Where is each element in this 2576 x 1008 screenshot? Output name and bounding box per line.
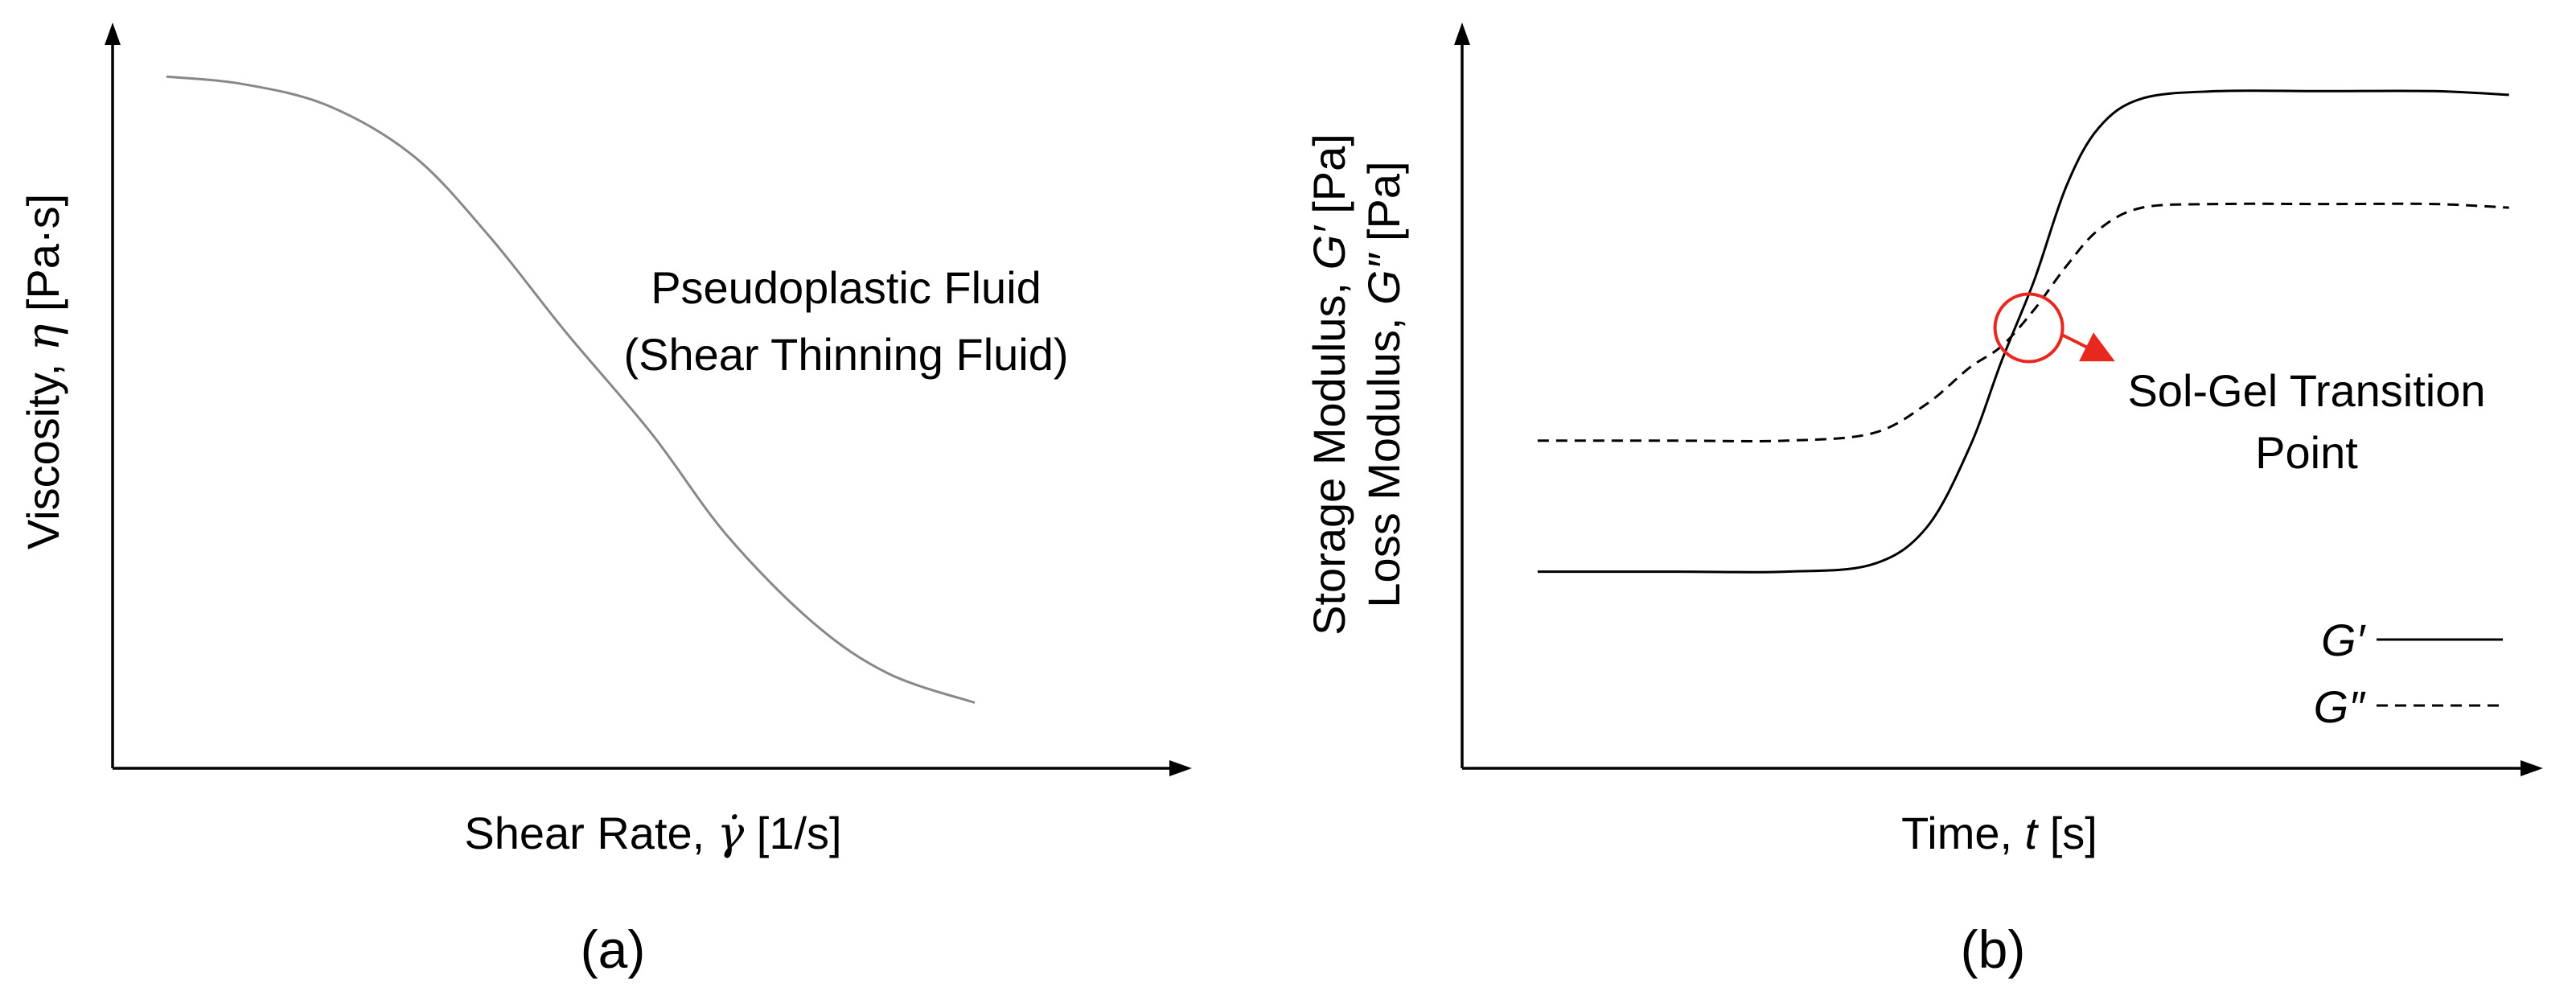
panel-a-caption: (a) bbox=[581, 920, 646, 979]
panel-a-y-label-symbol: η bbox=[18, 324, 70, 352]
panel-b-y-axis-label-storage: Storage Modulus, G′ [Pa] bbox=[1304, 134, 1354, 636]
panel-b-storage-modulus-curve bbox=[1537, 89, 2509, 574]
panel-b-y-axis-label-loss: Loss Modulus, G″ [Pa] bbox=[1358, 161, 1409, 607]
panel-a-axes bbox=[105, 23, 1192, 776]
panel-a: Pseudoplastic Fluid (Shear Thinning Flui… bbox=[18, 23, 1192, 979]
panel-a-x-label-suffix: [1/s] bbox=[744, 808, 841, 858]
panel-b-y1-symbol: G′ bbox=[1304, 224, 1354, 270]
panel-a-y-label-prefix: Viscosity, bbox=[18, 351, 68, 549]
panel-a-x-axis-arrow bbox=[1169, 760, 1192, 776]
panel-b-y2-symbol: G″ bbox=[1358, 252, 1409, 305]
panel-b-x-label-suffix: [s] bbox=[2037, 808, 2097, 858]
sol-gel-transition-marker bbox=[1993, 292, 2064, 364]
panel-a-x-axis-label: Shear Rate, γ̇ [1/s] bbox=[464, 808, 841, 860]
panel-b-annotation-line2: Point bbox=[2255, 427, 2358, 478]
panel-b-x-label-symbol: t bbox=[2025, 808, 2040, 858]
panel-a-y-label-suffix: [Pa·s] bbox=[18, 194, 68, 324]
panel-a-x-label-symbol: γ̇ bbox=[717, 808, 745, 860]
panel-b: Sol-Gel Transition Point G′ G″ Time, t [… bbox=[1304, 23, 2543, 979]
panel-b-x-label-prefix: Time, bbox=[1901, 808, 2024, 858]
panel-b-loss-modulus-curve bbox=[1537, 202, 2509, 442]
panel-b-y1-prefix: Storage Modulus, bbox=[1304, 269, 1354, 635]
panel-b-annotation-line1: Sol-Gel Transition bbox=[2127, 365, 2485, 416]
panel-b-x-axis-label: Time, t [s] bbox=[1901, 808, 2097, 858]
sol-gel-transition-arrow bbox=[2060, 332, 2115, 362]
panel-b-x-axis-arrow bbox=[2521, 760, 2543, 776]
panel-a-x-label-prefix: Shear Rate, bbox=[464, 808, 717, 858]
panel-a-y-axis-arrow bbox=[105, 23, 121, 45]
panel-b-y1-suffix: [Pa] bbox=[1304, 134, 1354, 226]
panel-b-y2-suffix: [Pa] bbox=[1358, 161, 1409, 253]
panel-b-caption: (b) bbox=[1961, 920, 2026, 979]
legend-label-storage-modulus: G′ bbox=[2321, 615, 2367, 665]
panel-a-annotation-line1: Pseudoplastic Fluid bbox=[651, 262, 1041, 313]
panel-a-annotation-line2: (Shear Thinning Fluid) bbox=[623, 329, 1068, 380]
panel-b-legend: G′ G″ bbox=[2314, 615, 2503, 732]
panel-b-y-axis-arrow bbox=[1454, 23, 1470, 45]
panel-b-y2-prefix: Loss Modulus, bbox=[1358, 305, 1409, 608]
panel-b-axes bbox=[1454, 23, 2543, 776]
panel-a-viscosity-curve bbox=[166, 75, 976, 704]
legend-label-loss-modulus: G″ bbox=[2314, 681, 2367, 732]
panel-a-y-axis-label: Viscosity, η [Pa·s] bbox=[18, 194, 70, 549]
